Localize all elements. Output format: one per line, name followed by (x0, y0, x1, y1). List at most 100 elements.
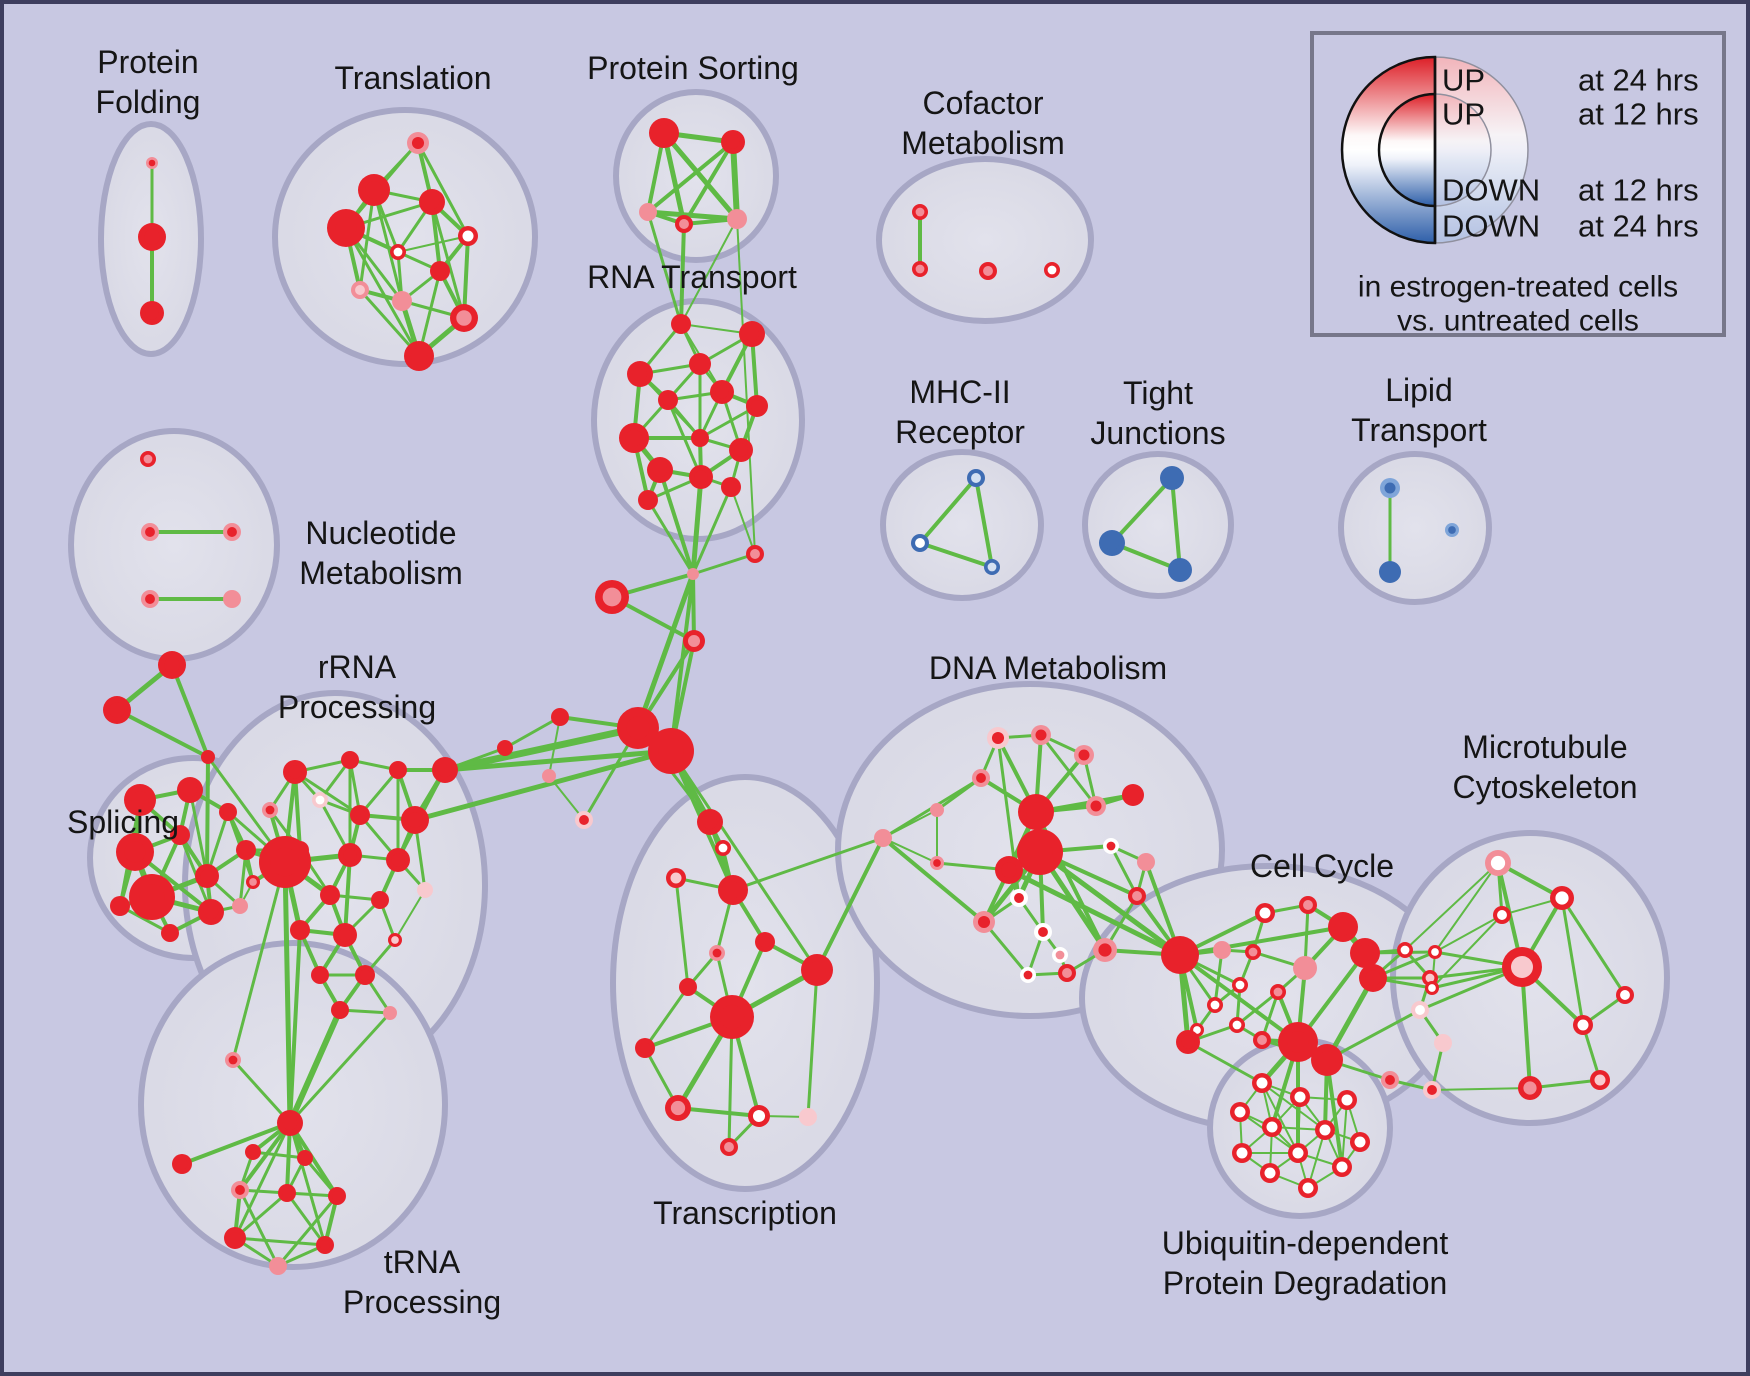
node-core-12h (1217, 945, 1227, 955)
node-core-12h (1132, 891, 1142, 901)
node-core-12h (694, 470, 708, 484)
network-node (1017, 829, 1063, 875)
node-core-12h (1027, 839, 1053, 865)
network-node (617, 707, 659, 749)
network-node (1428, 945, 1442, 959)
network-node (575, 811, 593, 829)
node-core-12h (1141, 857, 1151, 867)
network-node (333, 923, 357, 947)
network-node (627, 361, 653, 387)
network-node (1122, 784, 1144, 806)
node-core-12h (1266, 1121, 1278, 1133)
node-core-12h (145, 527, 155, 537)
network-node (973, 911, 995, 933)
network-node (1031, 725, 1051, 745)
network-node (689, 353, 711, 375)
node-core-12h (683, 982, 693, 992)
network-edge (205, 755, 210, 878)
node-core-12h (1298, 961, 1312, 975)
node-core-12h (971, 473, 981, 483)
network-node (419, 189, 445, 215)
node-core-12h (1098, 943, 1112, 957)
node-core-12h (731, 213, 743, 225)
node-core-12h (424, 194, 440, 210)
node-core-12h (144, 229, 160, 245)
network-edge (680, 218, 738, 325)
node-core-12h (808, 961, 826, 979)
node-core-12h (1523, 1081, 1537, 1095)
network-node (1298, 1178, 1318, 1198)
network-edge (1325, 1008, 1422, 1062)
network-node (658, 390, 678, 410)
network-node (1128, 887, 1146, 905)
node-core-12h (1428, 984, 1436, 992)
node-core-12h (1448, 526, 1456, 534)
node-core-12h (1257, 1035, 1267, 1045)
node-core-12h (288, 765, 302, 779)
cluster-label-cofactor-metabolism: Metabolism (901, 125, 1065, 161)
node-core-12h (545, 772, 553, 780)
network-edge (1434, 862, 1499, 953)
cluster-label-tight-junctions: Junctions (1090, 415, 1225, 451)
node-core-12h (712, 948, 722, 958)
network-node (224, 1227, 246, 1249)
network-node (683, 630, 705, 652)
cluster-label-ubiquitin-degradation: Ubiquitin-dependent (1162, 1225, 1449, 1261)
node-core-12h (1385, 1075, 1395, 1085)
network-edge (1434, 914, 1503, 953)
node-core-12h (355, 285, 365, 295)
network-node (1423, 1081, 1441, 1099)
network-edge (288, 1121, 327, 1247)
node-core-12h (643, 207, 653, 217)
network-edge (231, 1058, 292, 1125)
network-node (172, 1154, 192, 1174)
network-node (647, 457, 673, 483)
network-node (1518, 1076, 1542, 1100)
network-node (666, 868, 686, 888)
node-core-12h (1577, 1019, 1589, 1031)
node-core-12h (203, 904, 219, 920)
node-core-12h (652, 462, 668, 478)
network-edge (288, 1121, 339, 1198)
network-edge (731, 836, 885, 892)
node-core-12h (724, 881, 742, 899)
network-node (551, 708, 569, 726)
network-edge (646, 210, 683, 326)
network-node (1058, 964, 1076, 982)
network-edge (1431, 914, 1503, 989)
node-core-12h (759, 936, 771, 948)
node-core-12h (625, 429, 643, 447)
network-node (1337, 1090, 1357, 1110)
network-node (721, 477, 741, 497)
node-core-12h (343, 848, 357, 862)
network-node (497, 740, 513, 756)
network-node (1103, 838, 1119, 854)
node-core-12h (693, 357, 707, 371)
network-edge (344, 226, 421, 358)
network-node (1044, 262, 1060, 278)
node-core-12h (1490, 855, 1506, 871)
network-node (1573, 1015, 1593, 1035)
network-edge (1178, 925, 1345, 957)
node-core-12h (1383, 565, 1397, 579)
network-node (801, 954, 833, 986)
network-node (1168, 558, 1192, 582)
cluster-label-mhc-ii-receptor: Receptor (895, 414, 1025, 450)
cluster-label-rna-transport: RNA Transport (587, 259, 797, 295)
node-core-12h (335, 217, 357, 239)
cluster-label-translation: Translation (334, 60, 491, 96)
network-node (198, 899, 224, 925)
network-node (351, 281, 369, 299)
node-core-12h (227, 594, 237, 604)
network-node (1311, 1044, 1343, 1076)
node-core-12h (1427, 1085, 1437, 1095)
node-core-12h (1415, 1005, 1425, 1015)
node-core-12h (1232, 1020, 1242, 1030)
network-edge (276, 1194, 339, 1268)
node-core-12h (200, 869, 214, 883)
network-node (316, 1236, 334, 1254)
network-edge (282, 859, 293, 1126)
node-core-12h (1425, 973, 1435, 983)
cluster-label-dna-metabolism: DNA Metabolism (929, 650, 1167, 686)
network-edge (442, 748, 674, 773)
